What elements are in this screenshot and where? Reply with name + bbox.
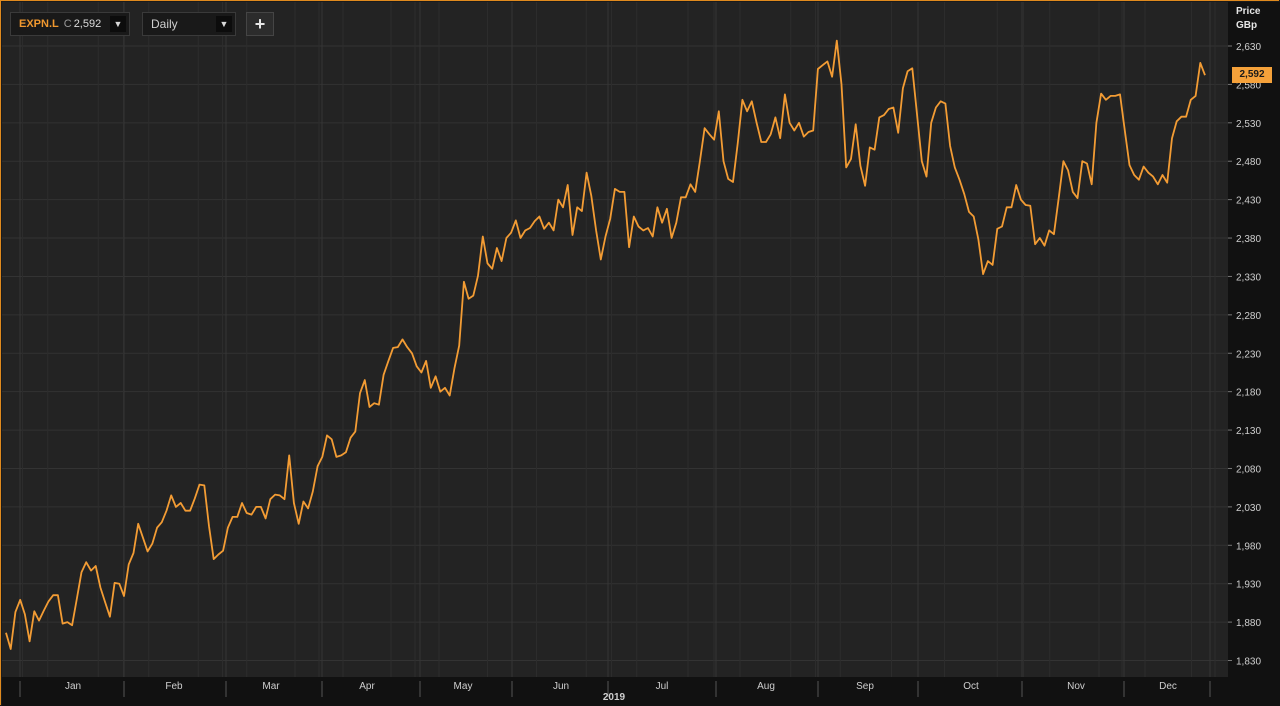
x-tick-label: Mar: [262, 681, 280, 692]
y-tick-label: 2,430: [1236, 196, 1261, 207]
y-tick-label: 2,030: [1236, 503, 1261, 514]
ticker-symbol: EXPN.L: [19, 18, 59, 30]
plus-icon: +: [254, 14, 266, 34]
x-tick-label: Sep: [856, 681, 874, 692]
price-axis-panel: [1228, 2, 1280, 706]
x-tick-label: Jun: [553, 681, 569, 692]
x-tick-label: May: [454, 681, 473, 692]
price-axis-title: Price GBp: [1236, 5, 1260, 33]
chevron-down-icon[interactable]: ▼: [216, 16, 232, 32]
y-tick-label: 1,930: [1236, 580, 1261, 591]
x-tick-label: Apr: [359, 681, 375, 692]
chevron-down-icon[interactable]: ▼: [110, 16, 126, 32]
x-tick-label: Nov: [1067, 681, 1085, 692]
y-tick-label: 2,530: [1236, 119, 1261, 130]
y-tick-label: 2,380: [1236, 234, 1261, 245]
close-prefix: C: [63, 18, 72, 30]
y-tick-label: 2,230: [1236, 349, 1261, 360]
close-value: 2,592: [73, 18, 102, 30]
x-tick-label: Jan: [65, 681, 81, 692]
y-tick-label: 2,330: [1236, 272, 1261, 283]
add-button[interactable]: +: [246, 12, 274, 36]
interval-label: Daily: [151, 17, 178, 31]
y-tick-label: 1,980: [1236, 541, 1261, 552]
y-tick-label: 2,180: [1236, 388, 1261, 399]
ticker-selector[interactable]: EXPN.L C 2,592 ▼: [10, 12, 130, 36]
y-tick-label: 2,630: [1236, 42, 1261, 53]
time-axis-panel: [2, 677, 1228, 706]
year-label: 2019: [603, 692, 626, 703]
y-tick-label: 1,880: [1236, 618, 1261, 629]
y-tick-label: 2,130: [1236, 426, 1261, 437]
y-tick-label: 2,080: [1236, 464, 1261, 475]
axis-title-unit: GBp: [1236, 20, 1258, 31]
x-tick-label: Oct: [963, 681, 979, 692]
axis-title-price: Price: [1236, 6, 1261, 17]
y-tick-label: 2,480: [1236, 157, 1261, 168]
y-tick-label: 1,830: [1236, 657, 1261, 668]
y-tick-label: 2,580: [1236, 80, 1261, 91]
x-tick-label: Dec: [1159, 681, 1177, 692]
price-series-line: [5, 39, 1206, 650]
y-tick-label: 2,280: [1236, 311, 1261, 322]
interval-selector[interactable]: Daily ▼: [142, 12, 236, 36]
x-tick-label: Aug: [757, 681, 775, 692]
last-price-tag: 2,592: [1232, 67, 1272, 83]
x-tick-label: Feb: [165, 681, 183, 692]
x-tick-label: Jul: [656, 681, 669, 692]
